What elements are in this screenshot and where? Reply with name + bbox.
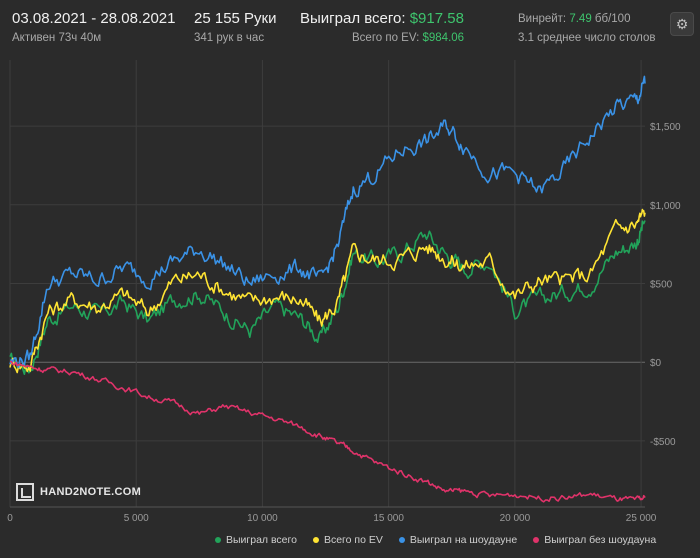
legend-label: Выиграл всего: [226, 534, 297, 546]
series-line-1: [9, 208, 646, 374]
date-range: 03.08.2021 - 28.08.2021: [12, 10, 176, 27]
legend-item-0[interactable]: Выиграл всего: [215, 534, 297, 546]
won-total-label: Выиграл всего:: [300, 10, 406, 27]
y-tick-label: $1,500: [650, 122, 681, 133]
winrate-value: 7.49: [569, 13, 592, 25]
legend-item-3[interactable]: Выиграл без шоудауна: [533, 534, 656, 546]
profit-chart: -$500 $0 $500 $1,000 $1,500 0 5 000 10 000 15 00…: [7, 60, 681, 524]
winrate-unit: бб/100: [594, 13, 631, 25]
legend-dot-icon: [312, 537, 319, 543]
x-tick-label: 25 000: [626, 513, 657, 524]
active-time: Активен 73ч 40м: [12, 32, 102, 44]
hands-count: 25 155 Руки: [194, 10, 277, 27]
legend-label: Выиграл без шоудауна: [544, 534, 657, 546]
stats-header: 03.08.2021 - 28.08.2021 Активен 73ч 40м …: [0, 0, 700, 52]
y-tick-label: $0: [650, 358, 662, 369]
series-line-0: [9, 220, 646, 375]
won-total-value: $917.58: [409, 10, 464, 27]
x-tick-label: 15 000: [373, 513, 404, 524]
series-line-2: [9, 75, 646, 369]
legend-label: Всего по EV: [323, 534, 383, 546]
x-tick-label: 10 000: [247, 513, 278, 524]
legend-label: Выиграл на шоудауне: [409, 534, 518, 546]
hands-per-hour: 341 рук в час: [194, 32, 265, 44]
x-tick-label: 0: [7, 513, 13, 524]
winrate: Винрейт: 7.49 бб/100: [518, 13, 630, 25]
winrate-label: Винрейт:: [518, 13, 567, 25]
logo-text: HAND2NOTE.COM: [40, 486, 142, 498]
series-line-3: [9, 360, 646, 503]
x-tick-label: 5 000: [124, 513, 149, 524]
avg-tables: 3.1 среднее число столов: [518, 32, 656, 44]
logo: HAND2NOTE.COM: [16, 483, 141, 501]
won-total: Выиграл всего: $917.58: [300, 10, 464, 27]
legend-item-1[interactable]: Всего по EV: [312, 534, 383, 546]
legend-dot-icon: [533, 537, 540, 543]
legend-dot-icon: [215, 537, 221, 543]
chart-legend: Выиграл всего Всего по EV Выиграл на шоуда…: [215, 534, 656, 546]
gear-icon[interactable]: ⚙: [670, 12, 694, 36]
ev-total-label: Всего по EV:: [352, 32, 420, 44]
logo-icon: [16, 483, 34, 501]
ev-total-value: $984.06: [422, 32, 465, 44]
y-tick-label: -$500: [650, 437, 676, 448]
legend-item-2[interactable]: Выиграл на шоудауне: [398, 534, 518, 546]
y-tick-label: $500: [650, 280, 673, 291]
y-tick-label: $1,000: [650, 201, 681, 212]
ev-total: Всего по EV: $984.06: [352, 32, 464, 44]
legend-dot-icon: [398, 537, 405, 543]
x-tick-label: 20 000: [500, 513, 531, 524]
